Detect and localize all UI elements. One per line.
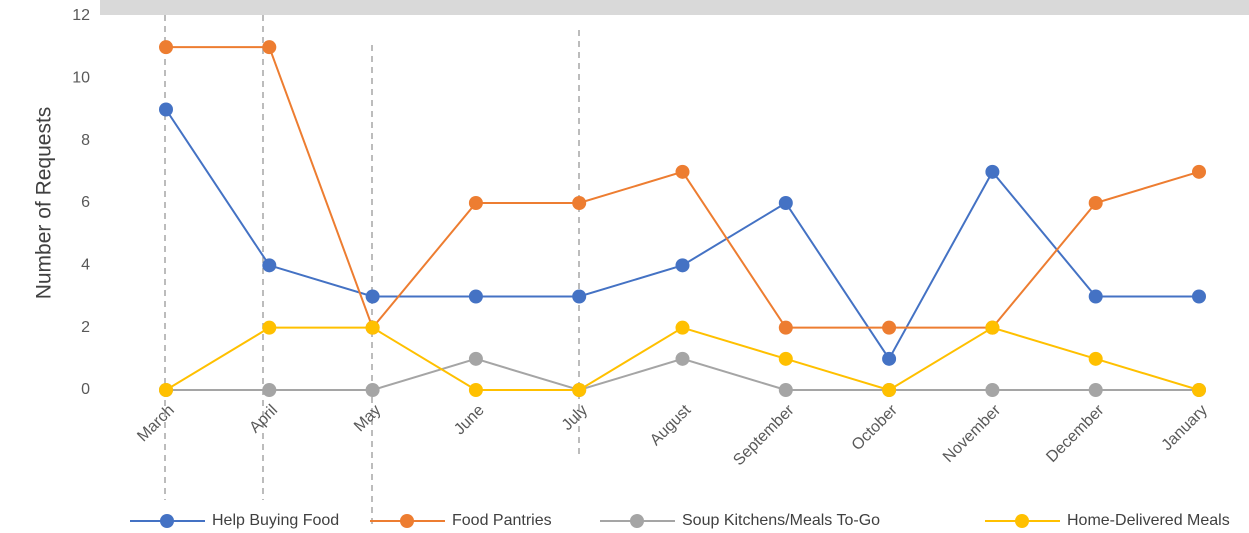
point	[1088, 383, 1103, 397]
point	[365, 289, 380, 304]
x-tick-label: December	[1043, 401, 1108, 466]
point	[985, 164, 1000, 179]
point	[1192, 289, 1206, 304]
point	[1088, 351, 1103, 366]
point	[468, 196, 483, 210]
y-tick-label: 2	[81, 319, 90, 336]
point	[365, 320, 380, 335]
point	[778, 320, 793, 335]
point	[1192, 383, 1206, 397]
x-tick-label: August	[647, 401, 695, 449]
point	[778, 196, 793, 210]
point	[468, 383, 483, 397]
point	[1192, 164, 1206, 179]
point	[1088, 196, 1103, 210]
point	[365, 383, 380, 397]
legend-label: Soup Kitchens/Meals To-Go	[682, 512, 880, 529]
point	[572, 289, 587, 304]
point	[675, 164, 690, 179]
point	[985, 383, 1000, 397]
point	[468, 289, 483, 304]
series-line	[166, 46, 1200, 330]
point	[468, 351, 483, 366]
y-tick-label: 12	[72, 7, 90, 24]
x-tick-label: March	[134, 402, 177, 445]
y-tick-label: 0	[81, 381, 90, 398]
point	[159, 40, 173, 55]
point	[778, 351, 793, 366]
legend-marker	[160, 514, 174, 528]
point	[1088, 289, 1103, 304]
point	[159, 102, 173, 117]
point	[262, 383, 277, 397]
point	[262, 40, 277, 55]
legend-label: Home-Delivered Meals	[1067, 512, 1230, 529]
x-tick-label: January	[1159, 402, 1211, 454]
header-band	[100, 0, 1249, 15]
x-tick-label: May	[351, 402, 384, 435]
legend-marker	[630, 514, 644, 528]
point	[882, 351, 897, 366]
x-tick-label: November	[940, 401, 1005, 466]
point	[262, 320, 277, 335]
point	[159, 383, 173, 397]
x-tick-label: April	[246, 402, 281, 437]
y-axis-label: Number of Requests	[33, 107, 56, 300]
point	[572, 196, 587, 210]
y-tick-label: 8	[81, 132, 90, 149]
point	[778, 383, 793, 397]
y-tick-label: 10	[72, 70, 90, 87]
legend-marker	[1015, 514, 1029, 528]
x-tick-label: October	[849, 401, 902, 454]
point	[882, 320, 897, 335]
point	[675, 320, 690, 335]
annotation-lines	[164, 15, 580, 525]
point	[675, 351, 690, 366]
point	[985, 320, 1000, 335]
point	[882, 383, 897, 397]
y-tick-label: 6	[81, 194, 90, 211]
legend-label: Food Pantries	[452, 512, 552, 529]
x-tick-label: June	[451, 402, 488, 439]
point	[675, 258, 690, 273]
legend-label: Help Buying Food	[212, 512, 339, 529]
point	[262, 258, 277, 273]
y-tick-label: 4	[81, 257, 90, 274]
x-tick-label: September	[730, 401, 798, 469]
legend-marker	[400, 514, 414, 528]
point	[572, 383, 587, 397]
x-tick-label: July	[559, 402, 591, 434]
